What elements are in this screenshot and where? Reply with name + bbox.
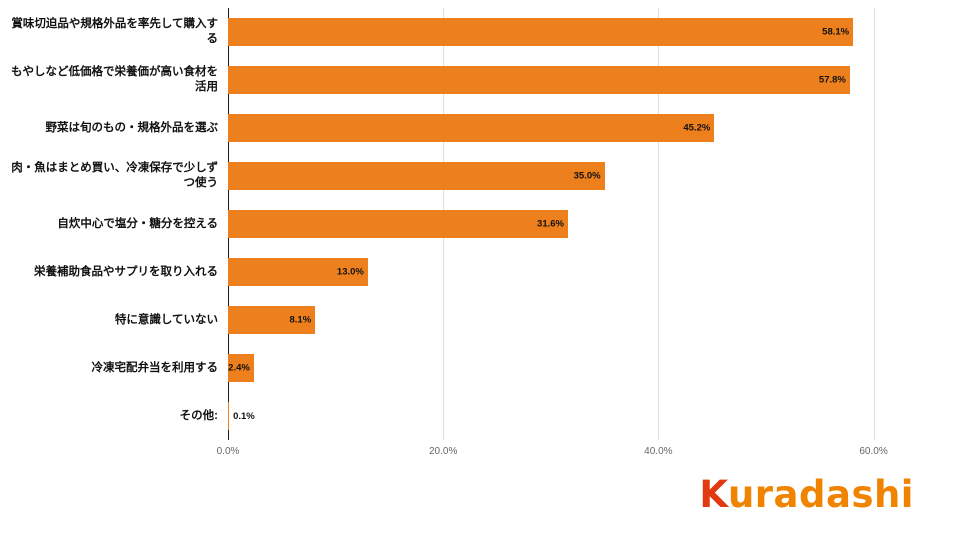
logo-text: uradashi bbox=[727, 473, 914, 516]
bar: 2.4% bbox=[228, 354, 254, 382]
value-label: 2.4% bbox=[228, 362, 250, 374]
bar-track: 0.1% bbox=[228, 392, 880, 440]
chart-row: 冷凍宅配弁当を利用する 2.4% bbox=[0, 344, 880, 392]
value-label: 31.6% bbox=[537, 218, 564, 230]
value-label: 0.1% bbox=[233, 410, 255, 422]
category-label: もやしなど低価格で栄養価が高い食材を活用 bbox=[11, 66, 218, 93]
logo-letter-k: K bbox=[699, 473, 728, 516]
value-label: 45.2% bbox=[683, 122, 711, 134]
bar-track: 35.0% bbox=[228, 152, 880, 200]
bar-track: 57.8% bbox=[228, 56, 880, 104]
bar: 58.1% bbox=[228, 18, 854, 46]
bar: 8.1% bbox=[228, 306, 316, 334]
value-label: 58.1% bbox=[822, 26, 850, 38]
bar: 31.6% bbox=[228, 210, 568, 238]
bar-track: 13.0% bbox=[228, 248, 880, 296]
bar: 13.0% bbox=[228, 258, 368, 286]
chart-row: 野菜は旬のもの・規格外品を選ぶ 45.2% bbox=[0, 104, 880, 152]
chart-row: 特に意識していない 8.1% bbox=[0, 296, 880, 344]
bar-track: 8.1% bbox=[228, 296, 880, 344]
bar: 57.8% bbox=[228, 66, 850, 94]
chart-row: 肉・魚はまとめ買い、冷凍保存で少しずつ使う 35.0% bbox=[0, 152, 880, 200]
bar-track: 45.2% bbox=[228, 104, 880, 152]
category-label: その他: bbox=[179, 409, 218, 422]
x-tick-label: 0.0% bbox=[216, 446, 240, 457]
value-label: 35.0% bbox=[573, 170, 601, 182]
bar-track: 31.6% bbox=[228, 200, 880, 248]
value-label: 8.1% bbox=[289, 314, 312, 326]
x-tick-label: 40.0% bbox=[644, 446, 673, 457]
chart-row: もやしなど低価格で栄養価が高い食材を活用 57.8% bbox=[0, 56, 880, 104]
bar-track: 2.4% bbox=[228, 344, 880, 392]
x-tick-label: 60.0% bbox=[859, 446, 888, 457]
category-label: 肉・魚はまとめ買い、冷凍保存で少しずつ使う bbox=[11, 162, 218, 189]
chart-row: その他: 0.1% bbox=[0, 392, 880, 440]
category-label: 野菜は旬のもの・規格外品を選ぶ bbox=[45, 121, 219, 134]
bar: 35.0% bbox=[228, 162, 605, 190]
value-label: 13.0% bbox=[336, 266, 364, 278]
category-label: 冷凍宅配弁当を利用する bbox=[91, 361, 219, 374]
category-label: 栄養補助食品やサプリを取り入れる bbox=[34, 265, 218, 278]
x-axis: 0.0% 20.0% 40.0% 60.0% bbox=[217, 446, 888, 462]
kuradashi-logo: Kuradashi bbox=[699, 473, 914, 516]
chart-row: 自炊中心で塩分・糖分を控える 31.6% bbox=[0, 200, 880, 248]
chart-rows: 賞味切迫品や規格外品を率先して購入する 58.1% もやしなど低価格で栄養価が高い食… bbox=[0, 8, 880, 440]
bar-track: 58.1% bbox=[228, 8, 880, 56]
value-label: 57.8% bbox=[818, 74, 846, 86]
chart-row: 賞味切迫品や規格外品を率先して購入する 58.1% bbox=[0, 8, 880, 56]
category-label: 自炊中心で塩分・糖分を控える bbox=[57, 217, 218, 230]
bar: 45.2% bbox=[228, 114, 715, 142]
category-label: 特に意識していない bbox=[114, 313, 218, 326]
plot-area: 賞味切迫品や規格外品を率先して購入する 58.1% もやしなど低価格で栄養価が高い食… bbox=[0, 8, 912, 440]
category-label: 賞味切迫品や規格外品を率先して購入する bbox=[11, 18, 218, 45]
chart-row: 栄養補助食品やサプリを取り入れる 13.0% bbox=[0, 248, 880, 296]
bar bbox=[228, 402, 230, 430]
x-tick-label: 20.0% bbox=[428, 446, 458, 457]
bar-chart: 賞味切迫品や規格外品を率先して購入する 58.1% もやしなど低価格で栄養価が高い食… bbox=[0, 8, 960, 468]
